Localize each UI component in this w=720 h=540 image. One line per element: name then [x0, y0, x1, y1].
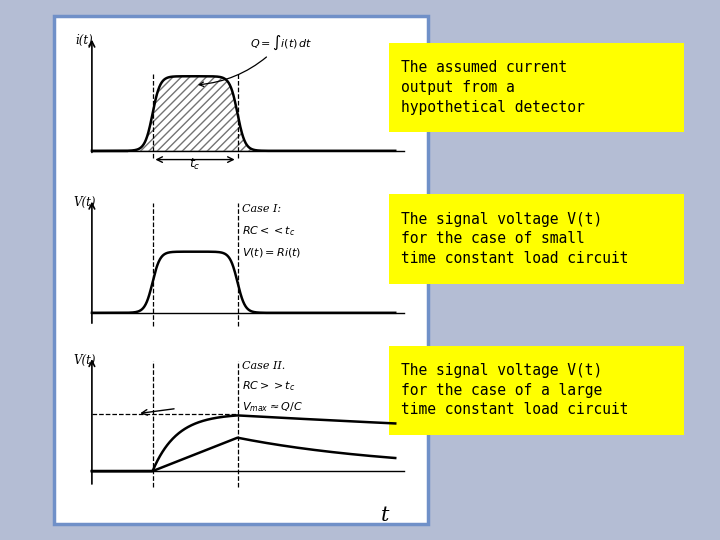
Text: V(t): V(t)	[73, 354, 96, 367]
Text: Case II.: Case II.	[242, 361, 285, 371]
Text: i(t): i(t)	[76, 34, 93, 47]
Text: The signal voltage V(t)
for the case of a large
time constant load circuit: The signal voltage V(t) for the case of …	[401, 363, 629, 417]
FancyBboxPatch shape	[389, 194, 684, 284]
Text: $RC << t_c$: $RC << t_c$	[242, 224, 295, 238]
Text: $V_{max} \approx Q/C$: $V_{max} \approx Q/C$	[242, 401, 303, 414]
Text: $RC >> t_c$: $RC >> t_c$	[242, 380, 295, 394]
Text: Case I:: Case I:	[242, 204, 282, 214]
FancyBboxPatch shape	[389, 346, 684, 435]
FancyBboxPatch shape	[389, 43, 684, 132]
Text: V(t): V(t)	[73, 196, 96, 209]
Text: $Q = \int i(t)\,dt$: $Q = \int i(t)\,dt$	[199, 34, 312, 86]
Text: $V(t) = Ri(t)$: $V(t) = Ri(t)$	[242, 246, 301, 259]
Text: $t_c$: $t_c$	[189, 157, 201, 172]
Text: t: t	[381, 506, 390, 525]
Text: The signal voltage V(t)
for the case of small
time constant load circuit: The signal voltage V(t) for the case of …	[401, 212, 629, 266]
Text: The assumed current
output from a
hypothetical detector: The assumed current output from a hypoth…	[401, 60, 585, 115]
FancyBboxPatch shape	[54, 16, 428, 524]
